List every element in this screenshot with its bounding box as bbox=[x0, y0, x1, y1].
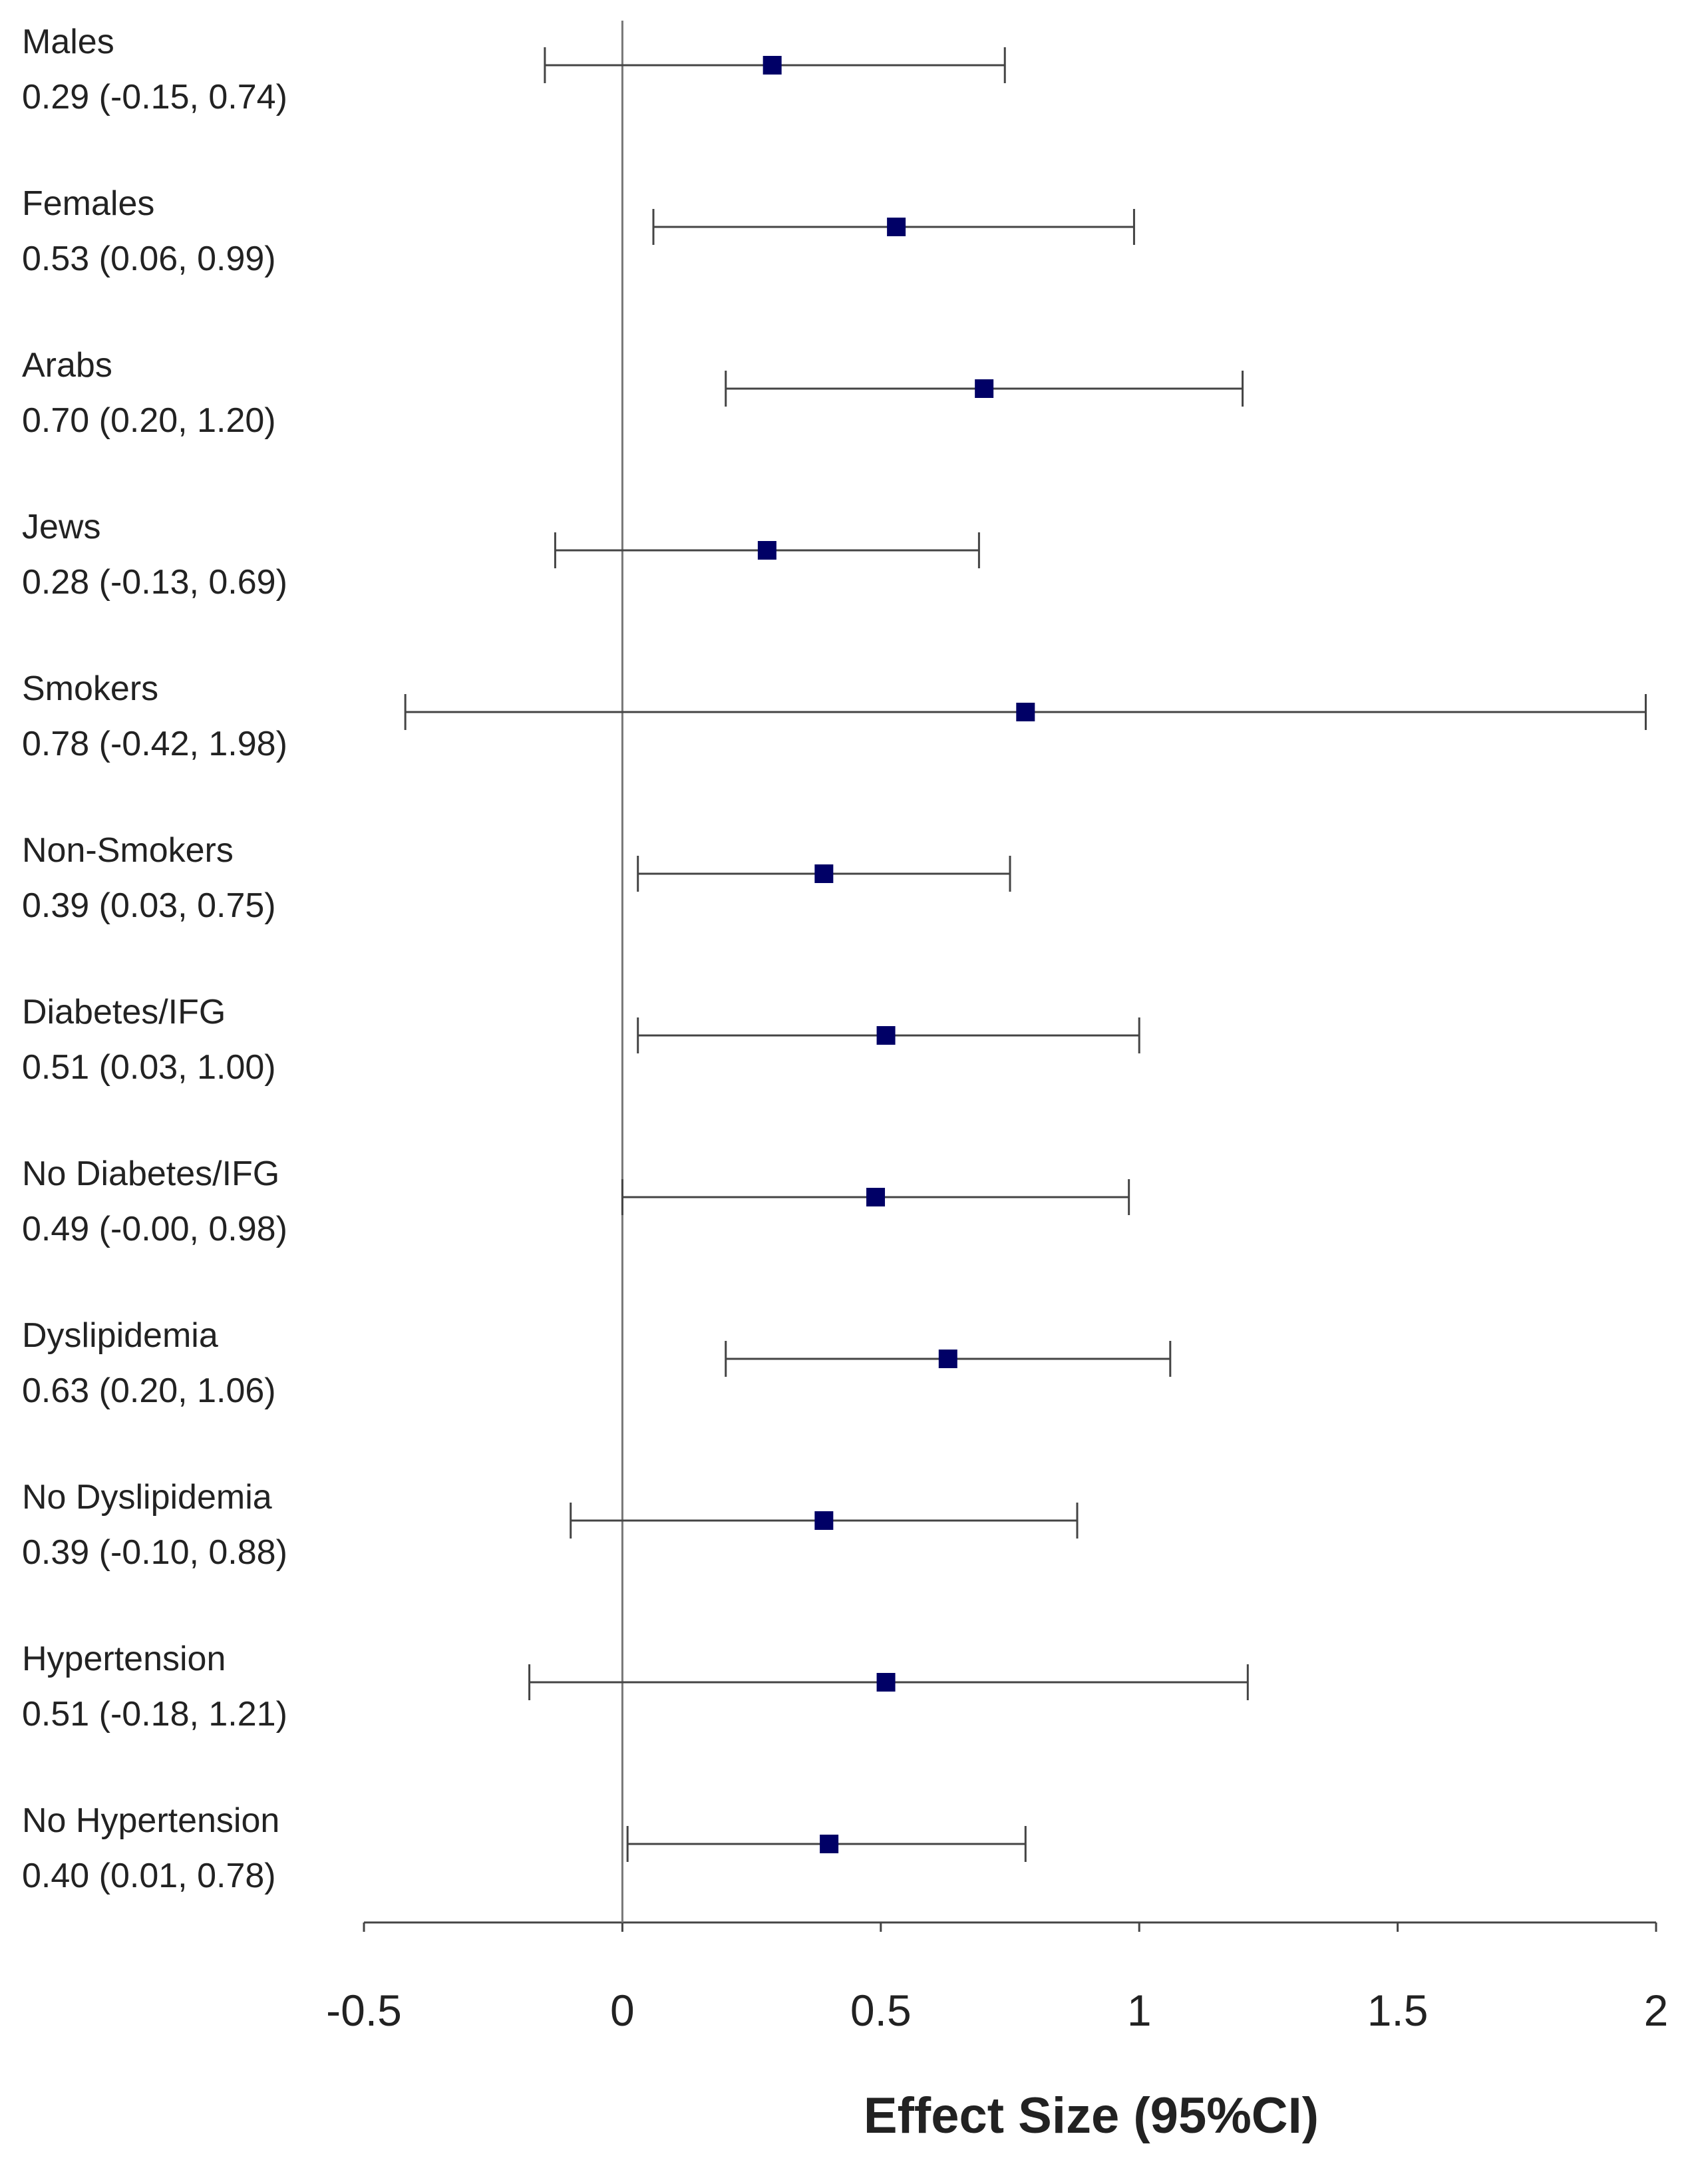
value-label: 0.51 (0.03, 1.00) bbox=[22, 1048, 276, 1087]
value-label: 0.78 (-0.42, 1.98) bbox=[22, 725, 287, 763]
point-estimate bbox=[975, 379, 994, 398]
row-label: No Dyslipidemia bbox=[22, 1478, 272, 1517]
row-label: Jews bbox=[22, 508, 100, 546]
row-label: Arabs bbox=[22, 346, 112, 385]
point-estimate bbox=[820, 1835, 839, 1853]
point-estimate bbox=[876, 1026, 896, 1045]
point-estimate bbox=[866, 1188, 886, 1206]
row-label: Non-Smokers bbox=[22, 831, 234, 870]
row-label: Hypertension bbox=[22, 1640, 226, 1678]
row-label: Dyslipidemia bbox=[22, 1316, 218, 1355]
x-tick-label: 0.5 bbox=[850, 1986, 912, 2035]
value-label: 0.70 (0.20, 1.20) bbox=[22, 401, 276, 440]
x-axis-label: Effect Size (95%CI) bbox=[864, 2088, 1319, 2144]
x-tick-label: 0 bbox=[610, 1986, 635, 2035]
row-label: No Diabetes/IFG bbox=[22, 1155, 279, 1193]
value-label: 0.63 (0.20, 1.06) bbox=[22, 1371, 276, 1410]
value-label: 0.29 (-0.15, 0.74) bbox=[22, 78, 287, 116]
value-label: 0.53 (0.06, 0.99) bbox=[22, 240, 276, 278]
value-label: 0.40 (0.01, 0.78) bbox=[22, 1857, 276, 1895]
row-label: Females bbox=[22, 184, 154, 223]
point-estimate bbox=[1016, 703, 1035, 721]
point-estimate bbox=[887, 218, 906, 236]
value-label: 0.51 (-0.18, 1.21) bbox=[22, 1695, 287, 1733]
value-label: 0.39 (0.03, 0.75) bbox=[22, 886, 276, 925]
value-label: 0.28 (-0.13, 0.69) bbox=[22, 563, 287, 602]
x-tick-label: 2 bbox=[1644, 1986, 1669, 2035]
value-label: 0.39 (-0.10, 0.88) bbox=[22, 1533, 287, 1572]
x-tick-label: -0.5 bbox=[326, 1986, 402, 2035]
row-label: Males bbox=[22, 23, 114, 61]
point-estimate bbox=[814, 1511, 834, 1530]
x-tick-label: 1 bbox=[1127, 1986, 1152, 2035]
point-estimate bbox=[876, 1673, 896, 1692]
row-label: No Hypertension bbox=[22, 1801, 279, 1840]
x-tick-label: 1.5 bbox=[1367, 1986, 1429, 2035]
point-estimate bbox=[814, 864, 834, 883]
row-label: Smokers bbox=[22, 669, 158, 708]
value-label: 0.49 (-0.00, 0.98) bbox=[22, 1210, 287, 1248]
point-estimate bbox=[938, 1350, 957, 1368]
point-estimate bbox=[757, 541, 776, 560]
row-label: Diabetes/IFG bbox=[22, 993, 226, 1031]
point-estimate bbox=[763, 56, 782, 75]
